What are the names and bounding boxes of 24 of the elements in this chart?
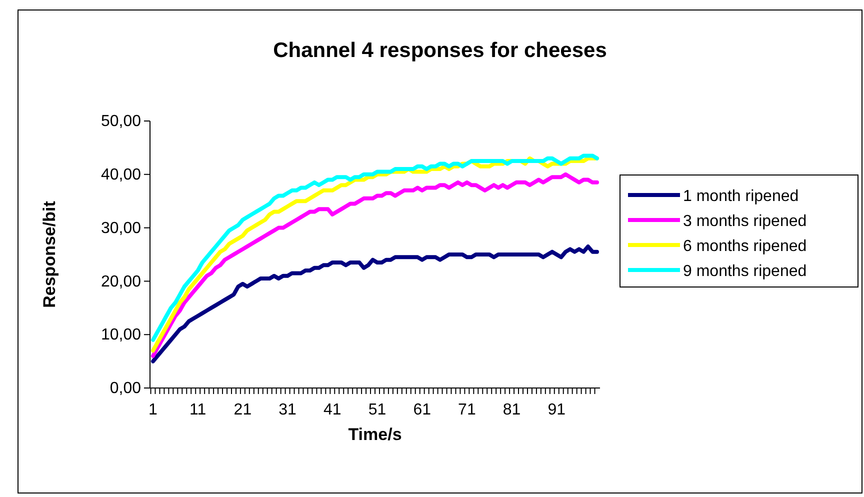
y-tick-label: 10,00	[100, 326, 142, 344]
y-tick-label: 0,00	[110, 380, 142, 398]
legend-label: 9 months ripened	[683, 263, 807, 280]
y-tick-label: 40,00	[100, 166, 142, 184]
y-axis-title: Response/bit	[40, 200, 59, 308]
x-tick-label: 91	[548, 402, 566, 419]
legend-label: 3 months ripened	[683, 213, 807, 230]
x-tick-label: 21	[234, 402, 252, 419]
x-axis-title: Time/s	[348, 425, 402, 444]
y-tick-label: 30,00	[100, 220, 142, 237]
x-tick-label: 51	[368, 402, 386, 419]
y-tick-label: 50,00	[100, 113, 142, 130]
y-tick-label: 20,00	[100, 273, 142, 290]
line-series	[151, 244, 599, 364]
x-tick-label: 11	[190, 402, 206, 419]
x-tick-label: 31	[278, 402, 297, 419]
x-tick-label: 71	[458, 402, 476, 419]
chart-title: Channel 4 responses for cheeses	[273, 39, 607, 62]
legend-label: 1 month ripened	[683, 188, 799, 205]
x-tick-label: 41	[323, 402, 342, 419]
legend-label: 6 months ripened	[683, 238, 807, 255]
x-tick-label: 81	[502, 402, 521, 419]
x-tick-label: 61	[413, 402, 432, 419]
x-tick-label: 1	[148, 402, 158, 419]
